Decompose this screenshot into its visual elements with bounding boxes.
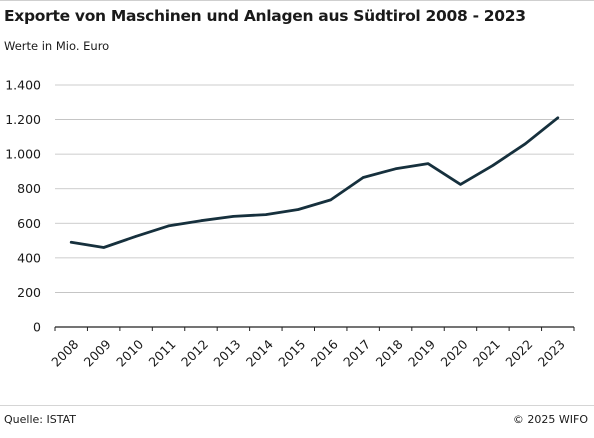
data-point xyxy=(232,215,235,218)
data-point xyxy=(394,167,397,171)
y-tick-label: 400 xyxy=(17,250,41,265)
data-point xyxy=(167,224,170,228)
copyright-note: © 2025 WIFO xyxy=(512,413,588,426)
x-tick-label: 2021 xyxy=(470,337,503,370)
chart-subtitle: Werte in Mio. Euro xyxy=(4,39,110,53)
y-tick-label: 1.200 xyxy=(5,112,41,127)
data-point xyxy=(329,198,332,202)
footer-rule xyxy=(0,405,594,406)
data-point xyxy=(459,183,462,186)
data-point xyxy=(70,241,73,244)
x-tick-label: 2019 xyxy=(405,336,438,369)
data-point xyxy=(491,164,495,167)
data-point xyxy=(199,219,203,222)
data-point xyxy=(134,235,138,238)
data-point xyxy=(297,208,300,211)
x-tick-label: 2010 xyxy=(113,336,146,369)
x-tick-label: 2012 xyxy=(178,337,211,370)
series-line xyxy=(69,116,560,249)
y-tick-label: 1.400 xyxy=(5,78,41,93)
x-tick-label: 2008 xyxy=(48,336,81,369)
y-tick-label: 800 xyxy=(17,181,41,196)
x-tick-label: 2022 xyxy=(502,337,535,370)
x-tick-label: 2020 xyxy=(437,336,470,369)
data-point xyxy=(556,116,559,120)
data-point xyxy=(361,176,365,179)
data-point xyxy=(102,246,105,249)
x-tick-label: 2016 xyxy=(308,336,341,369)
line-chart: 0 200 400 600 800 1.000 1.200 1.400 2008 2009 2010… xyxy=(5,78,575,370)
data-point xyxy=(524,142,527,145)
data-point xyxy=(264,213,268,216)
source-note: Quelle: ISTAT xyxy=(4,413,76,426)
y-tick-label: 1.000 xyxy=(5,147,41,162)
x-tick-label: 2011 xyxy=(146,337,179,370)
chart-title: Exporte von Maschinen und Anlagen aus Sü… xyxy=(4,7,526,25)
x-tick-label: 2017 xyxy=(340,337,373,370)
x-tick-label: 2013 xyxy=(210,337,243,370)
y-tick-label: 200 xyxy=(17,285,41,300)
top-rule xyxy=(0,0,594,1)
x-tick-label: 2015 xyxy=(275,337,308,370)
y-tick-label: 0 xyxy=(33,320,41,335)
y-tick-label: 600 xyxy=(17,216,41,231)
x-tick-label: 2009 xyxy=(81,336,114,369)
data-point xyxy=(426,162,430,165)
x-tick-label: 2018 xyxy=(373,336,406,369)
x-tick-label: 2023 xyxy=(535,337,568,370)
x-tick-label: 2014 xyxy=(243,336,276,369)
